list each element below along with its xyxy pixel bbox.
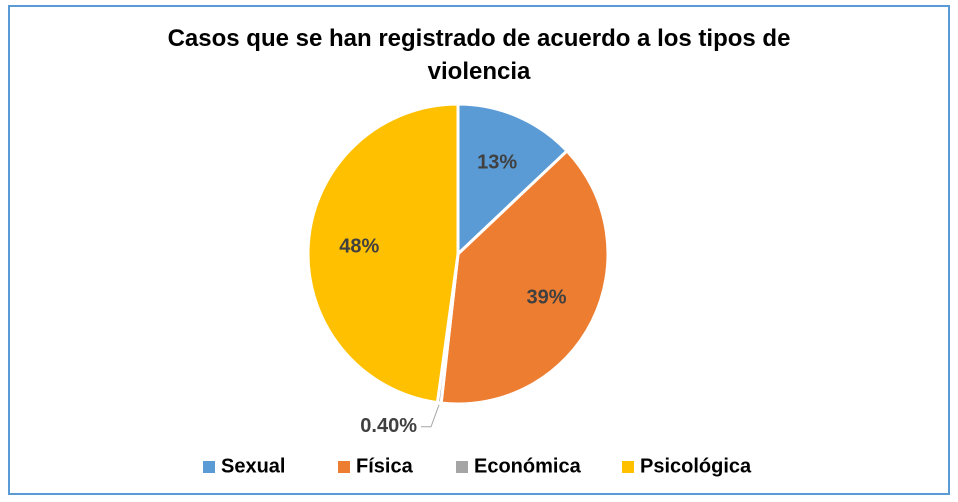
data-label: 13% (477, 151, 517, 173)
data-label: 48% (339, 235, 379, 257)
chart-title: Casos que se han registrado de acuerdo a… (167, 25, 791, 85)
legend-label: Sexual (221, 455, 285, 477)
legend-swatch (203, 461, 215, 473)
leader-line (421, 404, 440, 428)
legend-swatch (456, 461, 468, 473)
pie-slice (456, 102, 570, 258)
legend-label: Psicológica (640, 455, 752, 477)
legend-swatch (622, 461, 634, 473)
data-label: 39% (527, 287, 567, 309)
legend-swatch (338, 461, 350, 473)
pie-slice (439, 148, 610, 406)
data-label: 0.40% (360, 415, 417, 437)
legend-label: Física (356, 455, 414, 477)
chart-frame (8, 5, 950, 495)
legend-label: Económica (474, 455, 582, 477)
pie-slice (306, 102, 460, 405)
